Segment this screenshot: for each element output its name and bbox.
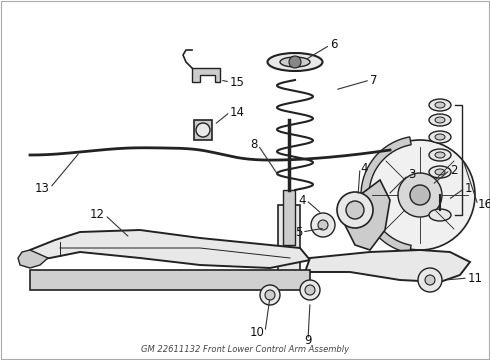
Ellipse shape bbox=[429, 166, 451, 178]
Polygon shape bbox=[345, 180, 390, 250]
Text: 4: 4 bbox=[360, 162, 368, 175]
Wedge shape bbox=[361, 137, 411, 253]
Circle shape bbox=[196, 123, 210, 137]
Text: 7: 7 bbox=[370, 73, 377, 86]
Polygon shape bbox=[30, 230, 310, 268]
Circle shape bbox=[311, 213, 335, 237]
Text: 9: 9 bbox=[304, 333, 312, 346]
Circle shape bbox=[265, 290, 275, 300]
Polygon shape bbox=[192, 68, 220, 82]
Polygon shape bbox=[30, 270, 310, 290]
Polygon shape bbox=[18, 250, 48, 268]
Ellipse shape bbox=[429, 99, 451, 111]
Ellipse shape bbox=[435, 134, 445, 140]
Text: 14: 14 bbox=[230, 105, 245, 118]
Text: 11: 11 bbox=[468, 271, 483, 284]
Circle shape bbox=[346, 201, 364, 219]
Circle shape bbox=[365, 140, 475, 250]
Circle shape bbox=[418, 268, 442, 292]
Circle shape bbox=[318, 220, 328, 230]
Text: GM 22611132 Front Lower Control Arm Assembly: GM 22611132 Front Lower Control Arm Asse… bbox=[141, 345, 349, 354]
Bar bbox=[194, 120, 212, 140]
Ellipse shape bbox=[435, 102, 445, 108]
Text: 3: 3 bbox=[408, 168, 416, 181]
Text: 8: 8 bbox=[250, 139, 258, 152]
Circle shape bbox=[305, 285, 315, 295]
Ellipse shape bbox=[280, 57, 310, 67]
Ellipse shape bbox=[268, 53, 322, 71]
Circle shape bbox=[300, 280, 320, 300]
Ellipse shape bbox=[429, 114, 451, 126]
Text: 5: 5 bbox=[294, 225, 302, 238]
Ellipse shape bbox=[429, 131, 451, 143]
Circle shape bbox=[398, 173, 442, 217]
Circle shape bbox=[425, 275, 435, 285]
Circle shape bbox=[410, 185, 430, 205]
Ellipse shape bbox=[429, 209, 451, 221]
Bar bbox=[283, 190, 295, 245]
Polygon shape bbox=[305, 250, 470, 282]
Text: 13: 13 bbox=[35, 181, 50, 194]
Text: 4: 4 bbox=[298, 194, 306, 207]
Ellipse shape bbox=[435, 152, 445, 158]
Ellipse shape bbox=[435, 169, 445, 175]
Ellipse shape bbox=[435, 117, 445, 123]
Text: 6: 6 bbox=[330, 39, 338, 51]
Circle shape bbox=[337, 192, 373, 228]
Text: 12: 12 bbox=[90, 208, 105, 221]
Text: 2: 2 bbox=[450, 163, 458, 176]
Text: 1: 1 bbox=[465, 181, 472, 194]
Circle shape bbox=[260, 285, 280, 305]
Ellipse shape bbox=[429, 149, 451, 161]
Text: 16: 16 bbox=[478, 198, 490, 211]
Text: 15: 15 bbox=[230, 76, 245, 89]
Bar bbox=[278, 205, 300, 285]
Circle shape bbox=[289, 56, 301, 68]
Text: 10: 10 bbox=[250, 325, 265, 338]
